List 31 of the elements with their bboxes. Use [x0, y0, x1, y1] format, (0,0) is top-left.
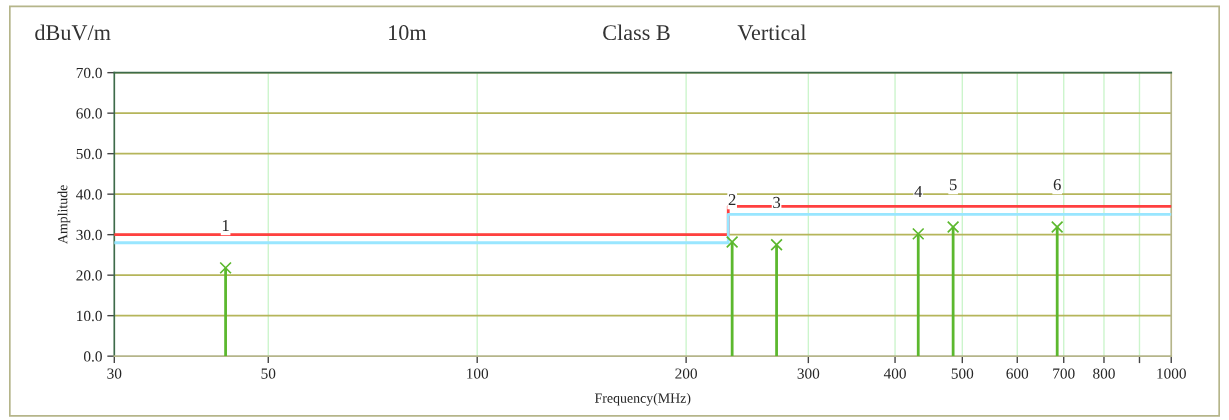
y-tick-label: 10.0 — [77, 310, 102, 322]
x-tick-label: 100 — [467, 368, 489, 379]
x-tick-label: 200 — [675, 368, 697, 379]
y-tick-label: 30.0 — [76, 229, 102, 241]
y-tick-label: 60.0 — [76, 108, 102, 119]
y-axis-title: Amplitude — [57, 185, 71, 244]
y-tick-label: 70.0 — [76, 67, 102, 79]
x-tick-label: 500 — [951, 368, 974, 379]
x-tick-label: 600 — [1006, 368, 1029, 379]
text: dBuV/m — [35, 24, 111, 41]
x-tick-label: 400 — [883, 368, 906, 379]
text: Class B — [603, 24, 670, 41]
y-tick-label: 50.0 — [76, 148, 102, 160]
text: 10m — [389, 25, 427, 41]
annotation: 3 — [773, 196, 781, 209]
y-tick-label: 20.0 — [76, 270, 102, 281]
x-tick-label: 50 — [261, 368, 276, 379]
annotation: 1 — [222, 219, 229, 231]
x-tick-label: 30 — [107, 368, 122, 379]
y-tick-label: 0.0 — [83, 351, 102, 362]
annotation: 6 — [1053, 179, 1061, 191]
x-tick-label: 700 — [1053, 368, 1075, 379]
y-tick-label: 40.0 — [76, 189, 102, 200]
text: Vertical — [737, 24, 807, 41]
annotation: 5 — [949, 179, 957, 191]
x-axis-title: Frequency(MHz) — [594, 393, 691, 406]
x-tick-label: 1000 — [1157, 368, 1186, 379]
x-tick-label: 800 — [1093, 368, 1115, 379]
x-tick-label: 300 — [797, 368, 820, 379]
annotation: 4 — [914, 186, 923, 197]
annotation: 2 — [728, 194, 736, 206]
